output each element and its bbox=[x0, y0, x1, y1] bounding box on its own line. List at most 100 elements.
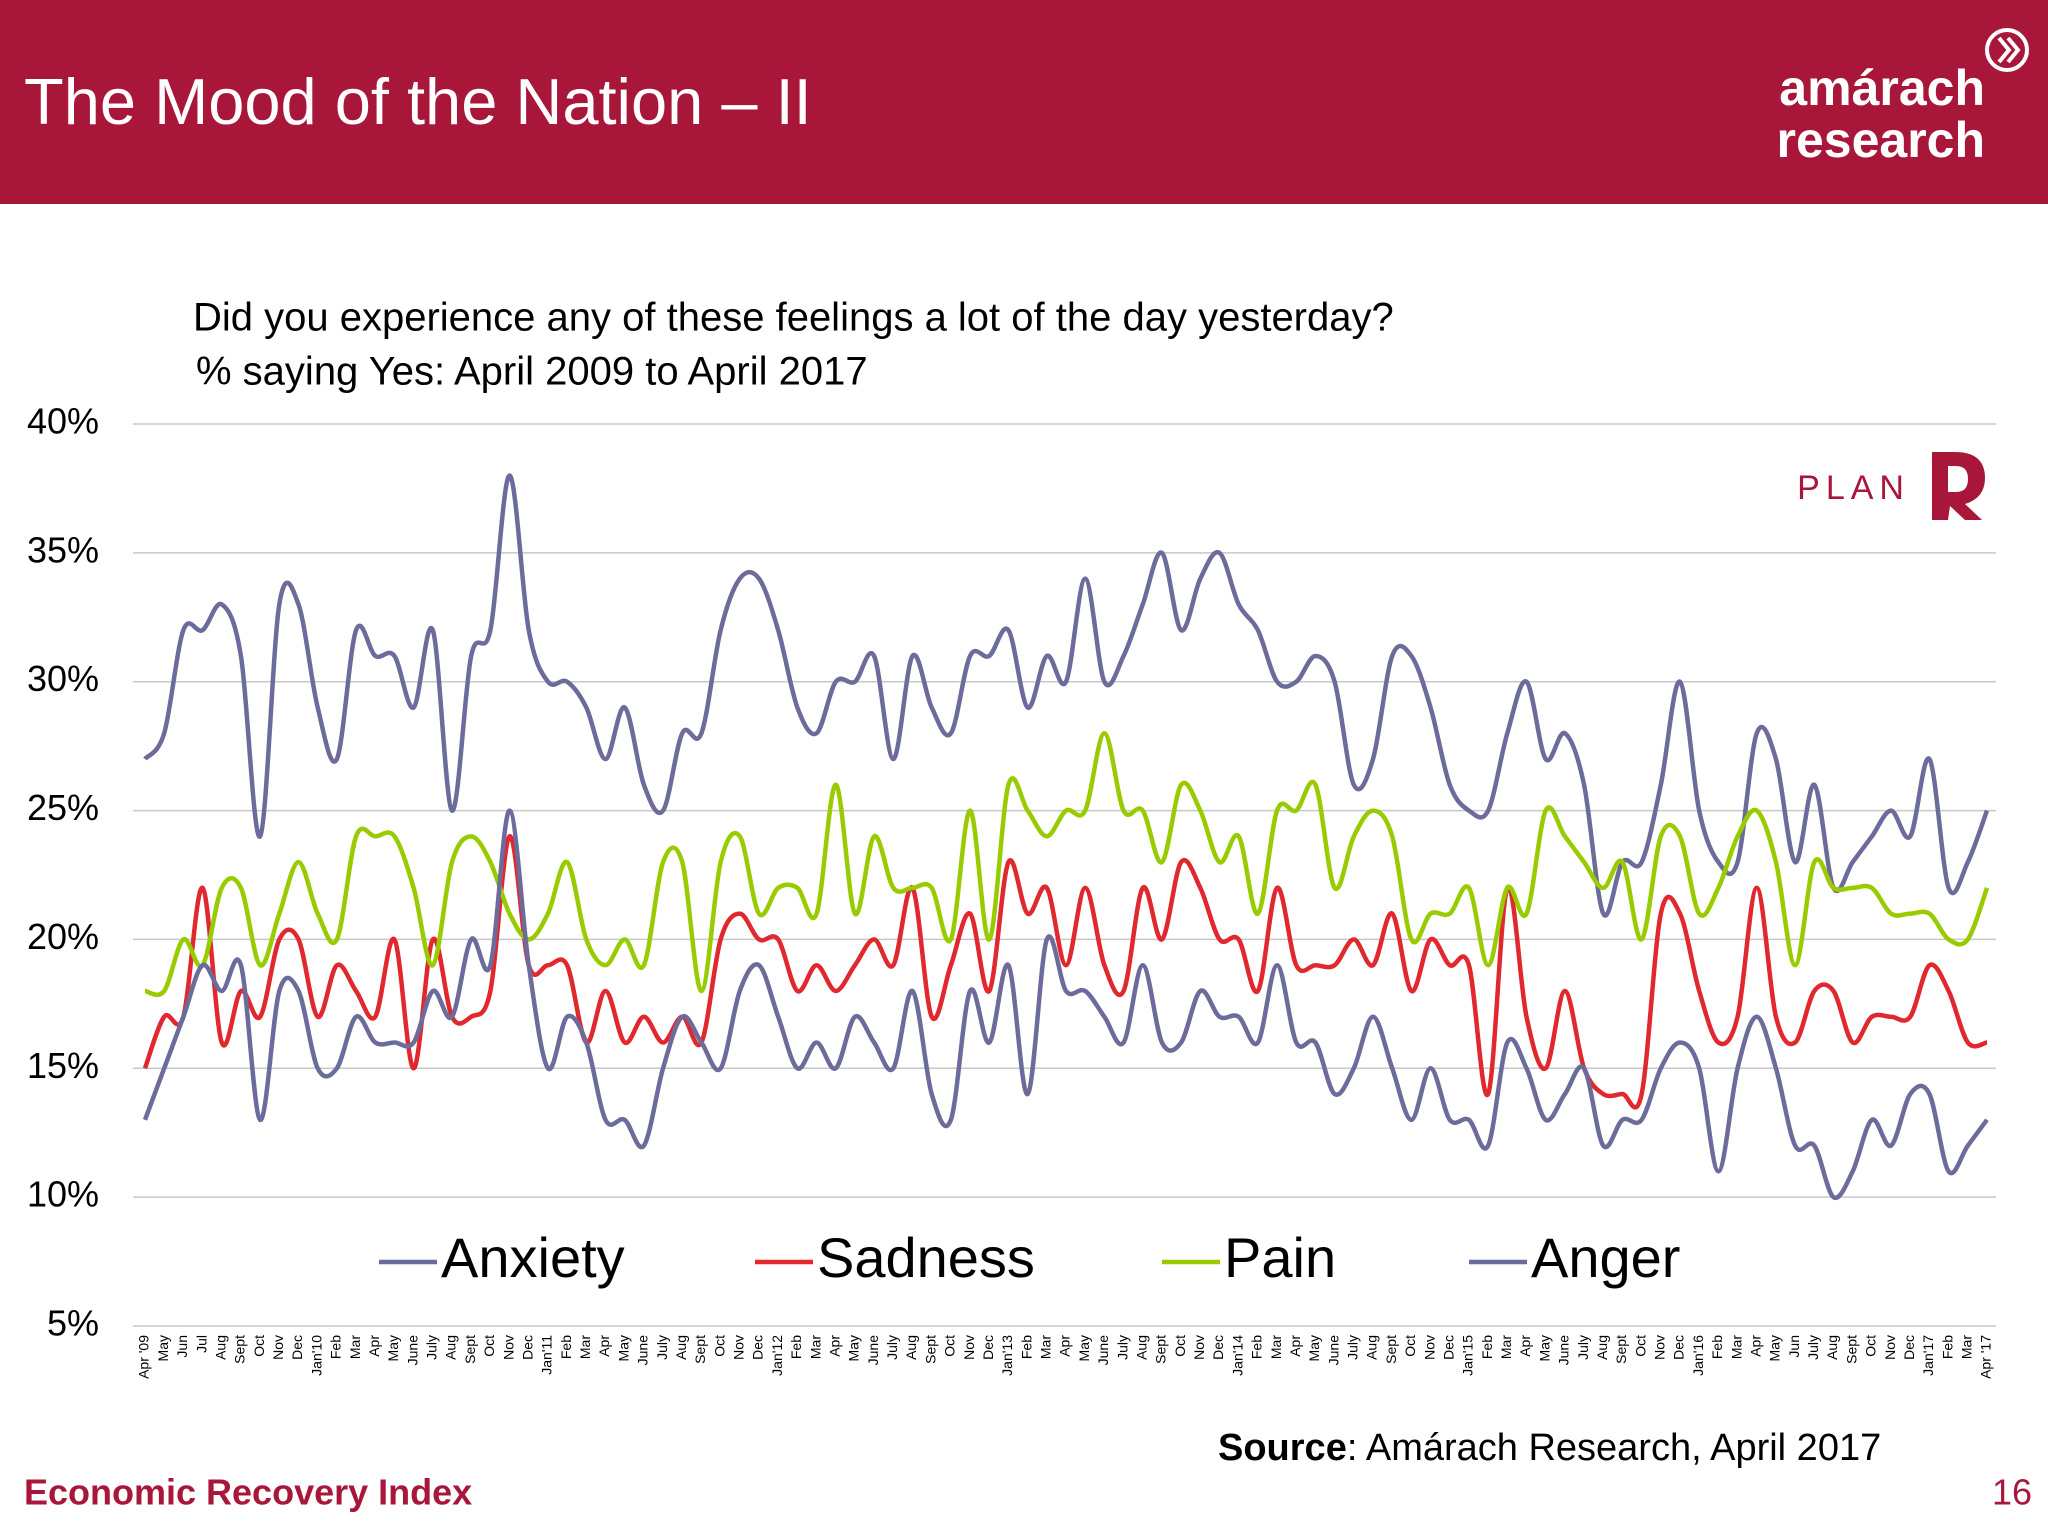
x-tick-label: May bbox=[1536, 1335, 1552, 1361]
x-tick-label: Feb bbox=[558, 1335, 574, 1359]
x-tick-label: Dec bbox=[750, 1335, 766, 1360]
x-tick-label: Apr bbox=[826, 1335, 842, 1357]
x-tick-label: Sept bbox=[692, 1335, 708, 1364]
x-tick-label: Dec bbox=[1901, 1335, 1917, 1360]
x-tick-label: Mar bbox=[807, 1335, 823, 1359]
x-tick-label: Aug bbox=[443, 1335, 459, 1360]
x-tick-label: May bbox=[1306, 1335, 1322, 1361]
x-tick-label: Sept bbox=[1153, 1335, 1169, 1364]
x-tick-label: June bbox=[1095, 1335, 1111, 1366]
logo-text: amárach bbox=[1779, 60, 1985, 116]
x-tick-label: July bbox=[1114, 1335, 1130, 1360]
x-tick-label: Jan'12 bbox=[769, 1335, 785, 1376]
x-tick-label: Aug bbox=[1133, 1335, 1149, 1360]
legend-label: Anger bbox=[1531, 1226, 1680, 1289]
x-tick-label: Apr bbox=[1287, 1335, 1303, 1357]
x-tick-label: Apr bbox=[1517, 1335, 1533, 1357]
legend-label: Anxiety bbox=[441, 1226, 625, 1289]
x-tick-label: Dec bbox=[1671, 1335, 1687, 1360]
x-tick-label: Apr bbox=[1057, 1335, 1073, 1357]
x-tick-label: July bbox=[654, 1335, 670, 1360]
x-tick-label: Oct bbox=[1172, 1335, 1188, 1357]
x-tick-label: Aug bbox=[903, 1335, 919, 1360]
x-tick-label: May bbox=[155, 1335, 171, 1361]
x-tick-label: Sept bbox=[462, 1335, 478, 1364]
x-tick-label: Nov bbox=[1882, 1335, 1898, 1360]
x-tick-label: Nov bbox=[500, 1335, 516, 1360]
logo-text: research bbox=[1777, 112, 1986, 168]
x-tick-label: Sept bbox=[1613, 1335, 1629, 1364]
x-tick-label: Apr bbox=[596, 1335, 612, 1357]
x-tick-label: Sept bbox=[922, 1335, 938, 1364]
x-tick-label: Feb bbox=[788, 1335, 804, 1359]
series-line bbox=[144, 731, 1990, 997]
x-tick-label: Jan'13 bbox=[999, 1335, 1015, 1376]
x-tick-label: Aug bbox=[673, 1335, 689, 1360]
x-tick-label: Nov bbox=[961, 1335, 977, 1360]
legend-label: Pain bbox=[1224, 1226, 1336, 1289]
x-tick-label: Mar bbox=[577, 1335, 593, 1359]
x-tick-label: Mar bbox=[1268, 1335, 1284, 1359]
x-tick-label: Mar bbox=[1959, 1335, 1975, 1359]
x-tick-label: Nov bbox=[270, 1335, 286, 1360]
page-number: 16 bbox=[1992, 1472, 2032, 1513]
x-tick-label: May bbox=[385, 1335, 401, 1361]
x-tick-label: Dec bbox=[519, 1335, 535, 1360]
x-tick-label: Jun bbox=[1786, 1335, 1802, 1358]
x-tick-label: Sept bbox=[1383, 1335, 1399, 1364]
x-tick-label: Aug bbox=[212, 1335, 228, 1360]
x-tick-label: Sept bbox=[1843, 1335, 1859, 1364]
slide-title: The Mood of the Nation – II bbox=[24, 65, 812, 138]
x-tick-label: Feb bbox=[1479, 1335, 1495, 1359]
x-tick-label: Apr '09 bbox=[136, 1335, 152, 1379]
x-tick-label: Apr bbox=[366, 1335, 382, 1357]
chart-subtitle: % saying Yes: April 2009 to April 2017 bbox=[196, 350, 868, 394]
x-tick-label: Oct bbox=[481, 1335, 497, 1357]
x-tick-label: June bbox=[404, 1335, 420, 1366]
x-tick-label: July bbox=[1345, 1335, 1361, 1360]
x-tick-label: Dec bbox=[980, 1335, 996, 1360]
legend-label: Sadness bbox=[817, 1226, 1035, 1289]
x-tick-label: Feb bbox=[1018, 1335, 1034, 1359]
x-tick-label: Sept bbox=[232, 1335, 248, 1364]
x-tick-label: Oct bbox=[251, 1335, 267, 1357]
y-tick-label: 15% bbox=[27, 1045, 99, 1086]
x-tick-label: Jan'11 bbox=[539, 1335, 555, 1375]
x-tick-label: Dec bbox=[1440, 1335, 1456, 1360]
x-tick-label: Mar bbox=[1498, 1335, 1514, 1359]
x-tick-label: Jan'10 bbox=[308, 1335, 324, 1376]
x-tick-label: Jul bbox=[193, 1335, 209, 1353]
source-label: Source bbox=[1218, 1427, 1347, 1469]
x-tick-label: July bbox=[424, 1335, 440, 1360]
x-tick-label: Jan'17 bbox=[1920, 1335, 1936, 1376]
y-tick-label: 20% bbox=[27, 916, 99, 957]
x-tick-label: Feb bbox=[1709, 1335, 1725, 1359]
series-line bbox=[142, 808, 1989, 1201]
plan-logo-text: PLAN bbox=[1797, 469, 1910, 507]
y-tick-label: 25% bbox=[27, 787, 99, 828]
logo-arrows bbox=[1997, 36, 2021, 64]
x-tick-label: Apr bbox=[1747, 1335, 1763, 1357]
source-note: Source: Amárach Research, April 2017 bbox=[1218, 1427, 1881, 1469]
x-tick-label: June bbox=[635, 1335, 651, 1366]
x-tick-label: Mar bbox=[1038, 1335, 1054, 1359]
source-text: : Amárach Research, April 2017 bbox=[1347, 1427, 1881, 1469]
x-tick-label: May bbox=[1767, 1335, 1783, 1361]
x-tick-label: Nov bbox=[1652, 1335, 1668, 1360]
x-tick-label: Feb bbox=[328, 1335, 344, 1359]
x-tick-label: Oct bbox=[1632, 1335, 1648, 1357]
x-tick-label: Dec bbox=[1210, 1335, 1226, 1360]
x-tick-label: Nov bbox=[731, 1335, 747, 1360]
x-tick-label: June bbox=[1556, 1335, 1572, 1366]
x-tick-label: July bbox=[1575, 1335, 1591, 1360]
x-tick-label: Dec bbox=[289, 1335, 305, 1360]
x-tick-label: June bbox=[1325, 1335, 1341, 1366]
chart-title: Did you experience any of these feelings… bbox=[193, 296, 1394, 340]
series-line bbox=[143, 473, 1990, 918]
x-tick-label: Oct bbox=[711, 1335, 727, 1357]
y-tick-label: 40% bbox=[27, 401, 99, 442]
x-tick-label: Aug bbox=[1364, 1335, 1380, 1360]
x-tick-label: June bbox=[865, 1335, 881, 1366]
x-tick-label: May bbox=[615, 1335, 631, 1361]
